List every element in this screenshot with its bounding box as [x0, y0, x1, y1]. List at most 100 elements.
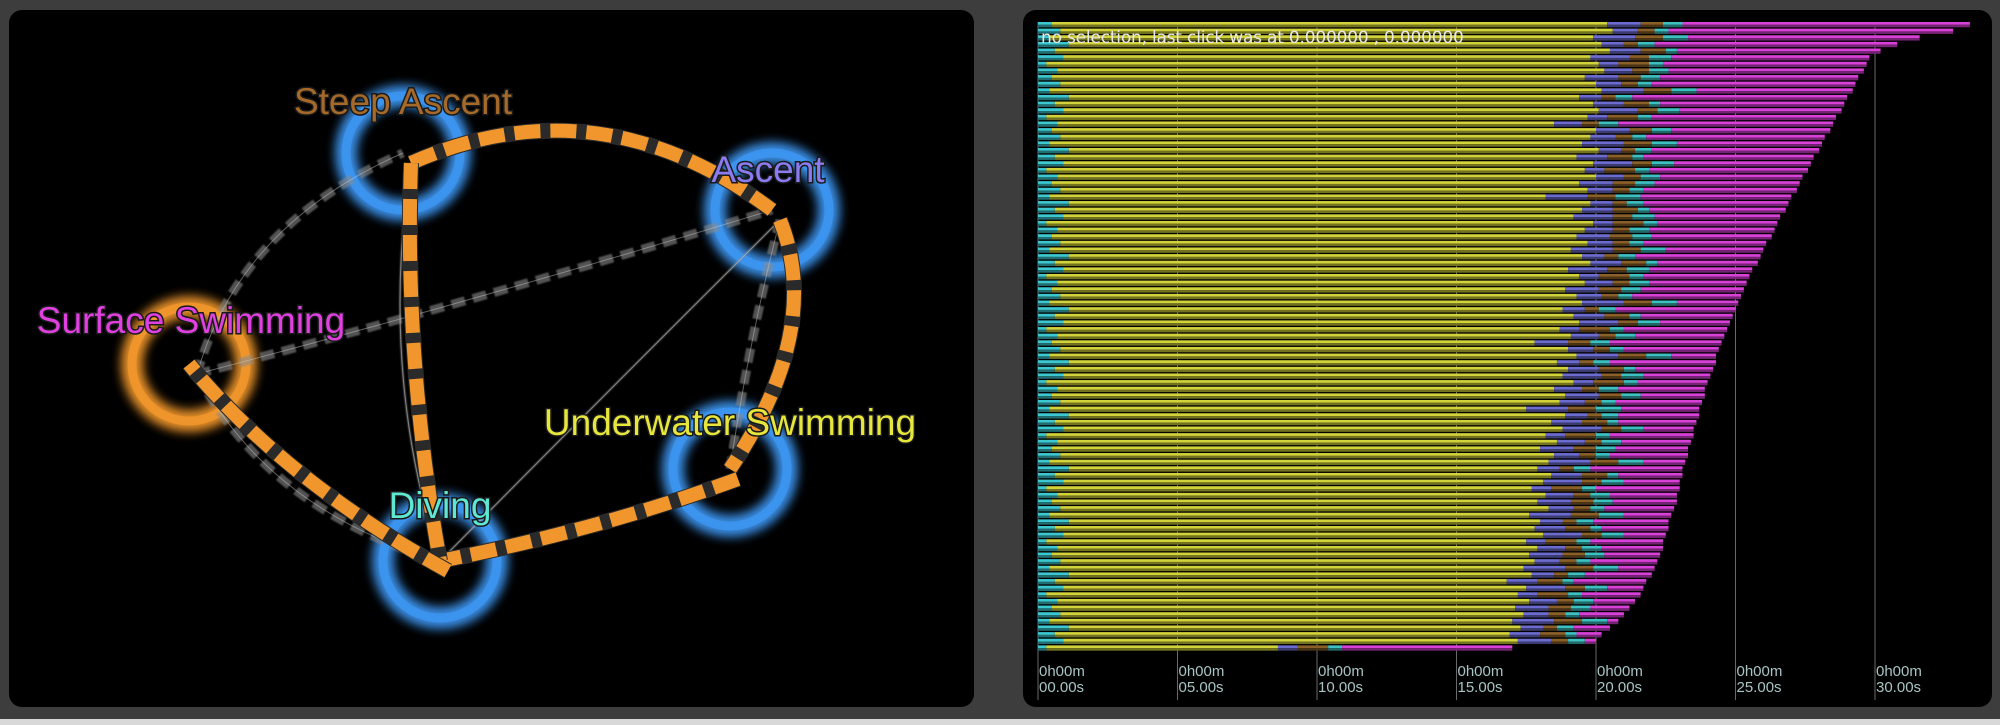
segment-bar[interactable] [1051, 75, 1585, 78]
timeline-chart[interactable]: 0h00m00.00s0h00m05.00s0h00m10.00s0h00m15… [1023, 10, 1992, 707]
segment-bar[interactable] [1559, 466, 1574, 470]
segment-bar[interactable] [1057, 227, 1585, 231]
segment-bar[interactable] [1607, 114, 1638, 118]
segment-bar[interactable] [1568, 406, 1596, 410]
timeline-row[interactable] [1038, 499, 1677, 505]
segment-bar[interactable] [1618, 565, 1655, 569]
segment-bar[interactable] [1038, 419, 1055, 423]
segment-bar[interactable] [1573, 506, 1591, 509]
segment-bar[interactable] [1598, 366, 1624, 370]
timeline-row[interactable] [1038, 181, 1800, 187]
segment-bar[interactable] [1593, 161, 1633, 165]
segment-bar[interactable] [1573, 579, 1647, 582]
segment-bar[interactable] [1038, 35, 1050, 39]
segment-bar[interactable] [1038, 320, 1064, 324]
segment-bar[interactable] [1584, 439, 1602, 443]
segment-bar[interactable] [1038, 486, 1047, 489]
segment-bar[interactable] [1049, 565, 1524, 569]
segment-bar[interactable] [1604, 254, 1619, 257]
segment-bar[interactable] [1587, 114, 1608, 118]
segment-bar[interactable] [1051, 393, 1566, 397]
segment-bar[interactable] [1612, 28, 1638, 32]
timeline-row[interactable] [1038, 267, 1753, 273]
segment-bar[interactable] [1342, 645, 1513, 649]
timeline-row[interactable] [1038, 174, 1803, 180]
segment-bar[interactable] [1554, 618, 1583, 622]
segment-bar[interactable] [1612, 220, 1644, 224]
timeline-row[interactable] [1038, 386, 1705, 393]
segment-bar[interactable] [1054, 632, 1510, 635]
segment-bar[interactable] [1609, 492, 1677, 496]
segment-bar[interactable] [1601, 373, 1622, 377]
timeline-row[interactable] [1038, 472, 1683, 479]
segment-bar[interactable] [1657, 220, 1778, 224]
segment-bar[interactable] [1629, 187, 1644, 191]
segment-bar[interactable] [1637, 320, 1661, 324]
timeline-row[interactable] [1038, 545, 1663, 552]
segment-bar[interactable] [1635, 167, 1650, 171]
segment-bar[interactable] [1590, 260, 1622, 264]
timeline-row[interactable] [1038, 22, 1970, 28]
segment-bar[interactable] [1596, 81, 1622, 85]
timeline-row[interactable] [1038, 28, 1954, 34]
segment-bar[interactable] [1582, 545, 1602, 549]
segment-bar[interactable] [1587, 187, 1613, 191]
segment-bar[interactable] [1609, 340, 1722, 344]
segment-bar[interactable] [1584, 227, 1613, 231]
segment-bar[interactable] [1063, 373, 1563, 377]
segment-bar[interactable] [1609, 234, 1633, 237]
segment-bar[interactable] [1542, 479, 1583, 483]
segment-bar[interactable] [1038, 300, 1050, 304]
segment-bar[interactable] [1590, 559, 1658, 562]
segment-bar[interactable] [1054, 419, 1552, 423]
segment-bar[interactable] [1554, 386, 1583, 390]
segment-bar[interactable] [1629, 280, 1650, 284]
segment-bar[interactable] [1565, 287, 1599, 291]
segment-bar[interactable] [1512, 618, 1555, 622]
segment-bar[interactable] [1612, 247, 1641, 251]
segment-bar[interactable] [1579, 453, 1596, 456]
timeline-row[interactable] [1038, 81, 1856, 87]
segment-bar[interactable] [1662, 61, 1867, 65]
segment-bar[interactable] [1517, 592, 1538, 596]
segment-bar[interactable] [1556, 439, 1585, 443]
segment-bar[interactable] [1654, 214, 1781, 218]
segment-bar[interactable] [1651, 234, 1772, 237]
segment-bar[interactable] [1526, 539, 1546, 543]
segment-bar[interactable] [1632, 214, 1655, 218]
segment-bar[interactable] [1643, 240, 1767, 244]
segment-bar[interactable] [1562, 307, 1585, 310]
segment-bar[interactable] [1623, 479, 1680, 483]
segment-bar[interactable] [1660, 75, 1859, 78]
segment-bar[interactable] [1057, 68, 1605, 72]
segment-bar[interactable] [1060, 240, 1588, 244]
timeline-row[interactable] [1038, 413, 1700, 419]
segment-bar[interactable] [1057, 280, 1585, 284]
segment-bar[interactable] [1051, 552, 1530, 556]
segment-bar[interactable] [1277, 645, 1298, 649]
segment-bar[interactable] [1545, 539, 1577, 543]
segment-bar[interactable] [1573, 380, 1594, 383]
timeline-row[interactable] [1038, 532, 1666, 538]
segment-bar[interactable] [1038, 360, 1069, 363]
segment-bar[interactable] [1629, 128, 1652, 131]
segment-bar[interactable] [1038, 499, 1052, 503]
segment-bar[interactable] [1604, 506, 1675, 509]
segment-bar[interactable] [1649, 207, 1786, 211]
segment-bar[interactable] [1618, 413, 1700, 417]
segment-bar[interactable] [1649, 55, 1672, 58]
segment-bar[interactable] [1038, 393, 1052, 397]
segment-bar[interactable] [1626, 201, 1644, 204]
segment-bar[interactable] [1038, 154, 1055, 158]
segment-bar[interactable] [1621, 260, 1647, 264]
segment-bar[interactable] [1038, 287, 1052, 291]
edge-steep-diving[interactable] [402, 162, 447, 563]
segment-bar[interactable] [1643, 187, 1797, 191]
segment-bar[interactable] [1615, 194, 1641, 198]
segment-bar[interactable] [1635, 148, 1652, 151]
segment-bar[interactable] [1038, 592, 1047, 596]
segment-bar[interactable] [1051, 181, 1580, 184]
segment-bar[interactable] [1038, 340, 1052, 344]
segment-bar[interactable] [1038, 539, 1047, 543]
segment-bar[interactable] [1615, 333, 1636, 337]
